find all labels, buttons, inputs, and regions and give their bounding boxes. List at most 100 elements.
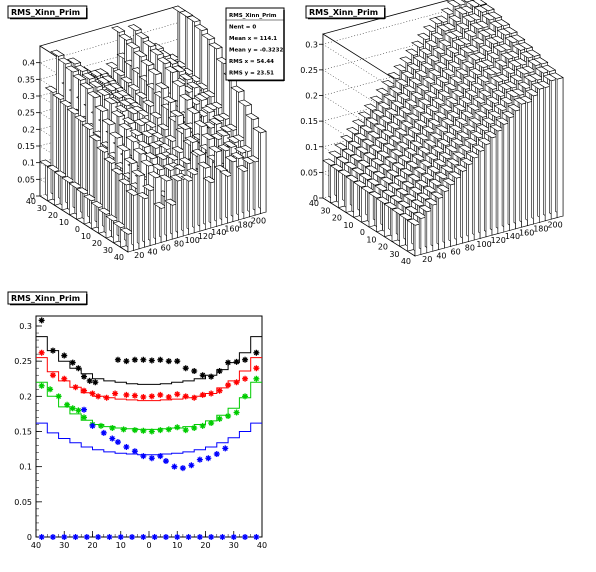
x-tick-label: 200: [251, 217, 266, 226]
lego-bar-top: [125, 41, 141, 49]
lego-bar-top: [151, 163, 166, 171]
data-point: [208, 373, 215, 380]
lego-bar-top: [186, 15, 201, 23]
x-tick-label: 140: [211, 228, 226, 237]
lego-bar-top: [116, 144, 131, 152]
lego-bar-top: [66, 57, 82, 65]
lego-bar-top: [129, 129, 144, 137]
z-tick-label: 0.15: [17, 142, 35, 151]
lego-bar-top: [96, 88, 111, 96]
data-point: [83, 534, 90, 540]
data-point: [225, 382, 232, 389]
data-point: [129, 534, 136, 540]
data-point: [81, 406, 88, 413]
x-tick-label: 40: [31, 541, 41, 550]
x-tick-label: 20: [200, 541, 210, 550]
lego-bar-top: [121, 117, 137, 125]
lego-bar-top: [548, 72, 564, 80]
data-point: [174, 534, 181, 540]
data-point: [213, 451, 220, 458]
lego-bar-top: [178, 93, 194, 101]
data-point: [171, 463, 178, 470]
z-tick-label: 0.15: [300, 117, 318, 126]
y-tick-label: 20: [332, 214, 342, 223]
data-point: [253, 365, 260, 372]
lego-bar-top: [222, 140, 238, 148]
data-point: [75, 365, 82, 372]
data-point: [61, 352, 68, 359]
lego-bar-top: [200, 105, 216, 113]
y-tick-label: 10: [343, 221, 353, 230]
lego-bar-top: [123, 157, 138, 165]
step-plot: 0 0.05 0.1 0.15 0.2 0.25 0.3 40 30 20 10 0 10 20 30 40: [14, 315, 267, 550]
lego-bar-top: [136, 140, 151, 148]
data-point: [64, 401, 71, 408]
stats-entry: RMS y = 23.51: [229, 71, 274, 77]
data-point: [81, 414, 88, 421]
y-tick-label: 40: [309, 199, 319, 208]
data-point: [219, 534, 226, 540]
lego-plot-1: 00.050.10.150.20.250.30.350.420 40 60 80 100…: [17, 5, 267, 262]
data-point: [162, 534, 169, 540]
x-tick-label: 40: [436, 251, 446, 260]
x-tick-label: 60: [161, 243, 171, 252]
y-tick-label: 0.3: [19, 322, 32, 331]
lego-bar-top: [155, 82, 170, 90]
data-point: [131, 392, 138, 399]
lego-bar-top: [111, 25, 126, 33]
x-tick-label: 30: [59, 541, 69, 550]
x-tick-label: 120: [491, 236, 506, 245]
lego-bar-top: [533, 57, 549, 65]
stats-entry: Nent = 0: [229, 25, 256, 31]
lego-bar-top: [252, 126, 267, 134]
x-tick-label: 160: [224, 224, 239, 233]
y-tick-label: 20: [48, 211, 58, 220]
z-tick-label: 0.25: [300, 66, 318, 75]
lego-bar-top: [230, 85, 245, 93]
data-point: [47, 386, 54, 393]
lego-bar-top: [230, 152, 245, 160]
data-point: [148, 455, 155, 462]
x-tick-label: 100: [476, 240, 491, 249]
data-point: [188, 462, 195, 469]
data-point: [109, 435, 116, 442]
x-tick-label: 60: [451, 247, 461, 256]
lego-bar-top: [525, 49, 541, 57]
data-point: [216, 387, 223, 394]
data-point: [174, 358, 181, 365]
lego-bar-top: [186, 107, 201, 115]
data-point: [216, 415, 223, 422]
y-tick-label: 10: [59, 218, 69, 227]
z-tick-label: 0.3: [22, 92, 35, 101]
data-point: [230, 534, 237, 540]
y-tick-label: 0: [360, 228, 365, 237]
data-point: [182, 427, 189, 434]
lego-bar-top: [156, 57, 172, 65]
x-tick-label: 80: [174, 240, 184, 249]
data-point: [191, 394, 198, 401]
x-tick-label: 120: [198, 232, 213, 241]
lego-bar-top: [193, 120, 208, 128]
lego-bar-top: [164, 66, 179, 74]
data-point: [208, 390, 215, 397]
y-tick-label: 30: [103, 246, 113, 255]
data-point: [196, 456, 203, 463]
y-tick-label: 30: [37, 204, 47, 213]
data-point: [72, 384, 79, 391]
y-tick-label: 20: [92, 239, 102, 248]
data-point: [242, 393, 249, 400]
y-tick-label: 10: [81, 232, 91, 241]
lego-bar-top: [479, 4, 495, 12]
data-point: [225, 359, 232, 366]
lego-bar-top: [540, 64, 557, 72]
lego-bar-top: [143, 152, 159, 160]
x-tick-label: 20: [134, 251, 144, 260]
lego-bar-top: [171, 79, 186, 87]
lego-bar-top: [149, 48, 164, 56]
lego-bar-top: [193, 24, 209, 32]
lego-plot-2: 00.050.10.150.20.250.320 40 60 80 1001201401…: [300, 0, 564, 266]
z-tick-label: 0.3: [305, 40, 318, 49]
lego-bar-top: [140, 59, 155, 67]
data-point: [233, 379, 240, 386]
data-point: [199, 422, 206, 429]
